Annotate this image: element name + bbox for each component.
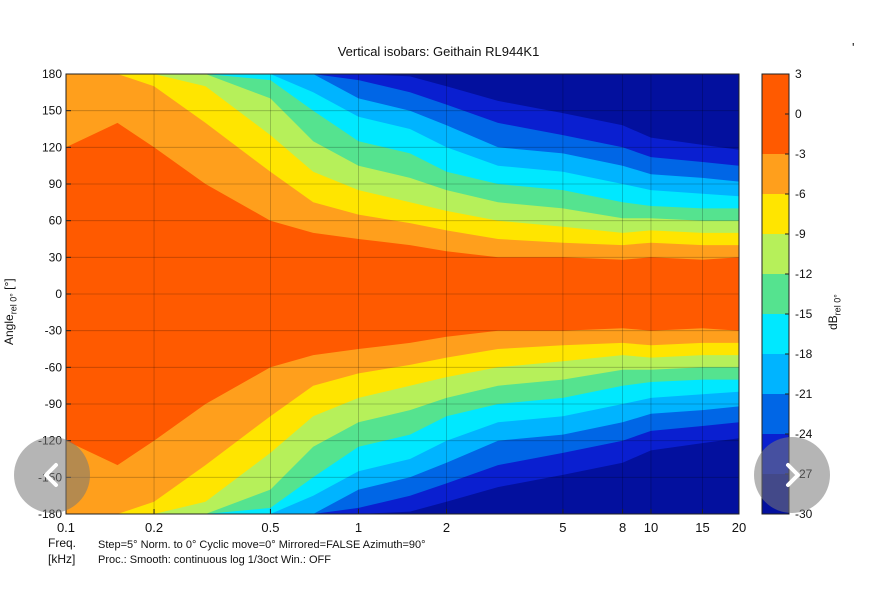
colorbar-segment bbox=[762, 394, 789, 435]
x-tick-label: 0.1 bbox=[57, 520, 75, 535]
y-tick-label: 150 bbox=[42, 104, 62, 118]
colorbar-tick-label: 3 bbox=[795, 67, 802, 81]
x-tick-label: 8 bbox=[619, 520, 626, 535]
heatmap-area bbox=[66, 74, 739, 514]
footer-params: Step=5° Norm. to 0° Cyclic move=0° Mirro… bbox=[98, 539, 426, 551]
colorbar-tick-label: -9 bbox=[795, 227, 806, 241]
colorbar-segment bbox=[762, 154, 789, 195]
x-tick-label: 10 bbox=[644, 520, 658, 535]
colorbar-tick-label: -21 bbox=[795, 387, 813, 401]
x-tick-label: 15 bbox=[695, 520, 709, 535]
colorbar-segment bbox=[762, 234, 789, 275]
colorbar-frame bbox=[761, 73, 790, 515]
x-tick-label: 0.2 bbox=[145, 520, 163, 535]
y-tick-label: -90 bbox=[45, 397, 63, 411]
x-axis-ticks: 0.1 0.2 0.5 1 2 5 8 10 15 20 bbox=[57, 509, 746, 535]
x-tick-label: 0.5 bbox=[261, 520, 279, 535]
chevron-left-icon bbox=[44, 463, 58, 487]
x-tick-label: 5 bbox=[559, 520, 566, 535]
x-tick-label: 2 bbox=[443, 520, 450, 535]
footer-processing: Proc.: Smooth: continuous log 1/3oct Win… bbox=[98, 554, 331, 566]
y-tick-label: 60 bbox=[49, 214, 63, 228]
stray-mark: ' bbox=[852, 40, 855, 55]
chevron-right-icon bbox=[786, 463, 800, 487]
colorbar-tick-label: -3 bbox=[795, 147, 806, 161]
colorbar-tick-label: -18 bbox=[795, 347, 813, 361]
y-tick-label: 120 bbox=[42, 140, 62, 154]
colorbar-segment bbox=[762, 354, 789, 395]
colorbar-tick-label: -15 bbox=[795, 307, 813, 321]
colorbar-tick-label: 0 bbox=[795, 107, 802, 121]
y-tick-label: -60 bbox=[45, 360, 63, 374]
x-tick-label: 20 bbox=[732, 520, 746, 535]
y-tick-label: 180 bbox=[42, 67, 62, 81]
band-minus-3 bbox=[66, 122, 739, 466]
colorbar-segment bbox=[762, 194, 789, 235]
colorbar-segment bbox=[762, 274, 789, 315]
y-tick-label: 0 bbox=[55, 287, 62, 301]
x-tick-label: 1 bbox=[355, 520, 362, 535]
colorbar-segment bbox=[762, 314, 789, 355]
y-axis-label: Anglerel 0° [°] bbox=[2, 278, 19, 345]
x-axis-label-freq: Freq. bbox=[48, 536, 77, 550]
colorbar-tick-label: -12 bbox=[795, 267, 813, 281]
colorbar-segment bbox=[762, 74, 789, 115]
y-tick-label: 90 bbox=[49, 177, 63, 191]
y-tick-label: 30 bbox=[49, 250, 63, 264]
next-button[interactable] bbox=[754, 437, 830, 513]
x-axis-label-unit: [kHz] bbox=[48, 552, 76, 566]
colorbar-tick-label: -6 bbox=[795, 187, 806, 201]
chart-title: Vertical isobars: Geithain RL944K1 bbox=[337, 44, 540, 59]
colorbar-segment bbox=[762, 114, 789, 155]
prev-button[interactable] bbox=[14, 437, 90, 513]
y-tick-label: -30 bbox=[45, 324, 63, 338]
colorbar-label: dBrel 0° bbox=[826, 294, 843, 330]
